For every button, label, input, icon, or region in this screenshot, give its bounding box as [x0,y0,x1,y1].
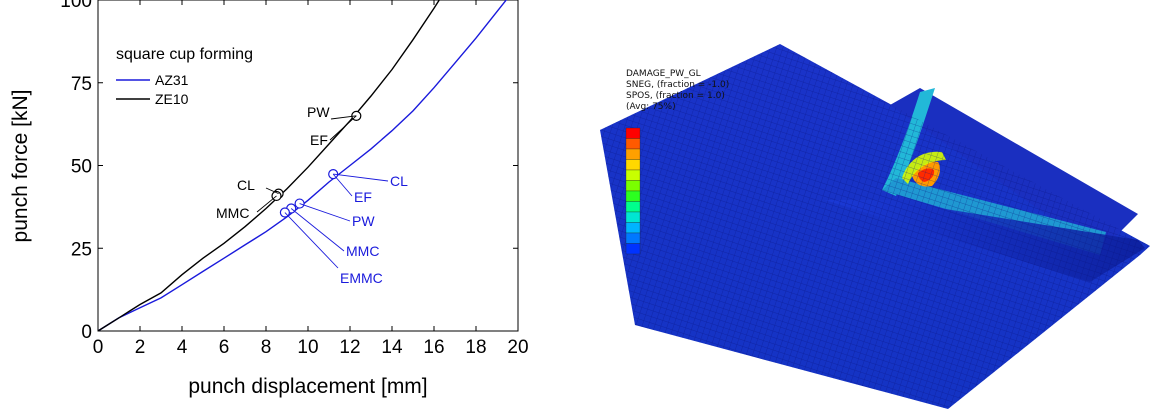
fe-simulation-image: DAMAGE_PW_GL SNEG, (fraction = -1.0) SPO… [600,44,1150,409]
colorbar-swatch [625,190,641,202]
annotation-ef: EF [310,132,328,148]
fe-legend-line-3: SPOS, (fraction = 1.0) [626,91,725,101]
colorbar-swatch [625,232,641,244]
x-tick-label: 6 [219,337,230,358]
x-tick-label: 12 [339,337,360,358]
annotation-mmc: MMC [216,205,249,221]
colorbar-swatch [625,201,641,213]
x-tick-label: 18 [465,337,486,358]
legend-entry-az31: AZ31 [155,72,189,88]
y-tick-label: 50 [71,157,92,178]
annotation-cl: CL [237,177,255,193]
annotation-leader [265,187,279,195]
annotation-cl: CL [390,173,408,189]
x-tick-label: 0 [93,337,104,358]
colorbar-swatch [625,169,641,181]
colorbar-swatch [625,159,641,171]
annotation-leader [290,208,345,252]
x-tick-label: 2 [135,337,146,358]
annotation-leader [299,203,351,222]
x-tick-label: 10 [297,337,318,358]
contour-legend: DAMAGE_PW_GL SNEG, (fraction = -1.0) SPO… [625,69,729,255]
series-line-ze10 [98,0,441,331]
annotation-pw: PW [307,104,330,120]
colorbar-swatch [625,243,641,255]
annotation-leader [256,195,277,213]
annotation-leader [329,115,357,141]
annotation-layer: CL EF PW MMC EMMC PW EF CL MMC [216,104,408,286]
colorbar-swatch [625,148,641,160]
contour-colorbar [625,127,641,255]
annotation-emmc: EMMC [340,270,383,286]
legend-entry-ze10: ZE10 [155,91,189,107]
colorbar-swatch [625,180,641,192]
y-tick-label: 0 [81,322,92,343]
y-axis-label: punch force [kN] [9,90,32,243]
mesh-overlay [600,44,1150,409]
x-tick-label: 16 [423,337,444,358]
annotation-leader [284,212,339,269]
y-tick-label: 25 [71,239,92,260]
fe-legend-line-4: (Avg: 75%) [626,102,676,112]
x-tick-label: 20 [507,337,528,358]
x-tick-label: 4 [177,337,188,358]
y-tick-label: 100 [60,0,92,12]
x-axis-label: punch displacement [mm] [188,375,427,398]
legend: square cup forming AZ31 ZE10 [116,46,253,107]
annotation-ef: EF [354,189,372,205]
axis-ticks: 0 2 4 6 8 10 12 14 16 18 20 0 25 50 75 100 [60,0,529,358]
x-tick-label: 14 [381,337,403,358]
y-tick-label: 75 [71,74,92,95]
fe-legend-line-1: DAMAGE_PW_GL [626,69,701,79]
legend-title: square cup forming [116,46,253,63]
colorbar-swatch [625,127,641,139]
colorbar-swatch [625,222,641,234]
annotation-leader [330,115,357,120]
fe-legend-line-2: SNEG, (fraction = -1.0) [626,80,729,90]
colorbar-swatch [625,211,641,223]
marker-layer [271,110,362,218]
annotation-pw: PW [352,213,375,229]
colorbar-swatch [625,138,641,150]
force-displacement-chart: 0 2 4 6 8 10 12 14 16 18 20 0 25 50 75 100 CL EF PW MMC EMM… [9,0,529,398]
annotation-leader [332,173,353,197]
annotation-leader [333,173,389,182]
x-tick-label: 8 [261,337,272,358]
annotation-mmc: MMC [346,243,379,259]
